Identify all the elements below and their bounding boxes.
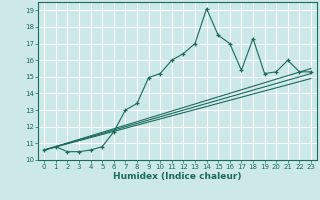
X-axis label: Humidex (Indice chaleur): Humidex (Indice chaleur) xyxy=(113,172,242,181)
